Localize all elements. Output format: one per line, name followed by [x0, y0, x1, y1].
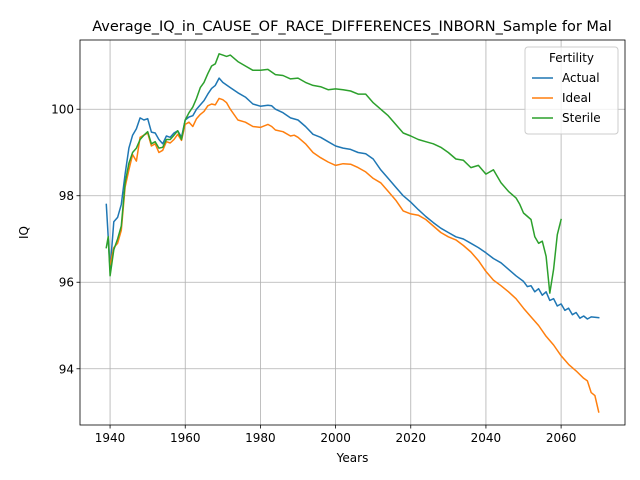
series-line-actual: [105, 77, 600, 320]
y-tick-label: 100: [51, 103, 74, 117]
y-tick-label: 98: [59, 189, 74, 203]
legend-label-ideal: Ideal: [562, 91, 591, 105]
legend-label-sterile: Sterile: [562, 111, 601, 125]
x-tick-label: 1940: [95, 431, 126, 445]
x-axis: 1940 1960 1980 2000 2020 2040 2060: [95, 425, 577, 445]
y-axis-label: IQ: [17, 226, 31, 239]
x-tick-label: 2000: [320, 431, 351, 445]
x-tick-label: 2040: [471, 431, 502, 445]
legend-box: [524, 46, 619, 135]
legend-label-actual: Actual: [562, 71, 600, 85]
x-tick-label: 1980: [245, 431, 276, 445]
series-line-sterile: [105, 53, 563, 294]
x-tick-label: 2060: [546, 431, 577, 445]
series-line-ideal: [109, 97, 600, 413]
legend-title: Fertility: [549, 51, 594, 65]
x-axis-label: Years: [336, 451, 369, 465]
chart-title: Average_IQ_in_CAUSE_OF_RACE_DIFFERENCES_…: [92, 19, 612, 35]
x-tick-label: 1960: [170, 431, 201, 445]
y-tick-label: 94: [59, 362, 74, 376]
series-lines: [105, 53, 600, 413]
y-tick-label: 96: [59, 276, 74, 290]
plot-frame: [79, 39, 626, 426]
legend: Fertility Actual Ideal Sterile: [524, 46, 619, 135]
y-axis: 94 96 98 100: [51, 103, 80, 376]
x-tick-label: 2020: [395, 431, 426, 445]
